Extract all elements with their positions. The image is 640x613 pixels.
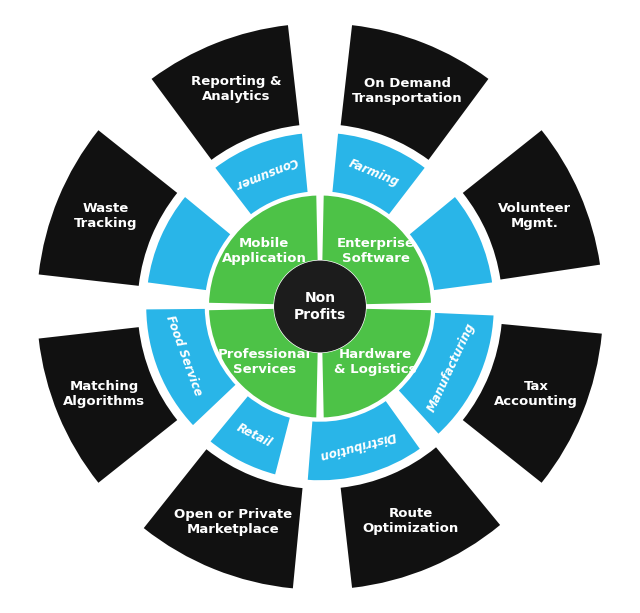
Wedge shape [144, 449, 303, 588]
Wedge shape [209, 394, 291, 476]
Text: Tax
Accounting: Tax Accounting [494, 379, 578, 408]
Wedge shape [463, 324, 602, 483]
Text: Retail: Retail [235, 421, 274, 449]
Text: Enterprise
Software: Enterprise Software [337, 237, 415, 265]
Circle shape [275, 261, 365, 352]
Wedge shape [38, 130, 177, 286]
Text: Professional
Services: Professional Services [218, 348, 311, 376]
Text: Hardware
& Logistics: Hardware & Logistics [335, 348, 417, 376]
Wedge shape [307, 399, 422, 482]
Text: Non
Profits: Non Profits [294, 291, 346, 322]
Wedge shape [340, 447, 500, 588]
Wedge shape [152, 25, 300, 160]
Wedge shape [397, 311, 495, 436]
Text: Volunteer
Mgmt.: Volunteer Mgmt. [498, 202, 571, 229]
Text: Manufacturing: Manufacturing [424, 321, 477, 414]
Text: Waste
Tracking: Waste Tracking [74, 202, 138, 229]
Text: Route
Optimization: Route Optimization [363, 507, 459, 535]
Text: Matching
Algorithms: Matching Algorithms [63, 379, 145, 408]
Wedge shape [331, 132, 427, 216]
Text: On Demand
Transportation: On Demand Transportation [352, 77, 463, 105]
Text: Mobile
Application: Mobile Application [222, 237, 307, 265]
Text: Consumer: Consumer [232, 154, 299, 191]
Text: Distribution: Distribution [317, 430, 397, 463]
Wedge shape [340, 25, 488, 160]
Text: Open or Private
Marketplace: Open or Private Marketplace [173, 508, 292, 536]
Wedge shape [207, 194, 319, 305]
Wedge shape [207, 308, 319, 419]
Text: Reporting &
Analytics: Reporting & Analytics [191, 75, 282, 103]
Text: Farming: Farming [347, 156, 401, 189]
Wedge shape [463, 130, 600, 280]
Wedge shape [38, 327, 177, 483]
Wedge shape [321, 194, 433, 305]
Wedge shape [145, 308, 237, 427]
Wedge shape [213, 132, 309, 216]
Wedge shape [408, 195, 493, 292]
Text: Food Service: Food Service [164, 314, 205, 398]
Wedge shape [147, 195, 232, 292]
Wedge shape [321, 308, 433, 419]
